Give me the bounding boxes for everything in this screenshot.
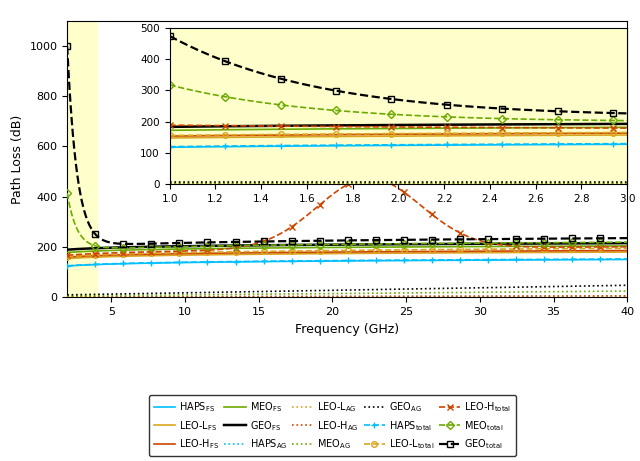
- Y-axis label: Path Loss (dB): Path Loss (dB): [11, 114, 24, 204]
- X-axis label: Frequency (GHz): Frequency (GHz): [295, 323, 399, 336]
- Bar: [67, 21, 97, 297]
- Legend: HAPS$_\mathregular{FS}$, LEO-L$_\mathregular{FS}$, LEO-H$_\mathregular{FS}$, MEO: HAPS$_\mathregular{FS}$, LEO-L$_\mathreg…: [149, 395, 516, 456]
